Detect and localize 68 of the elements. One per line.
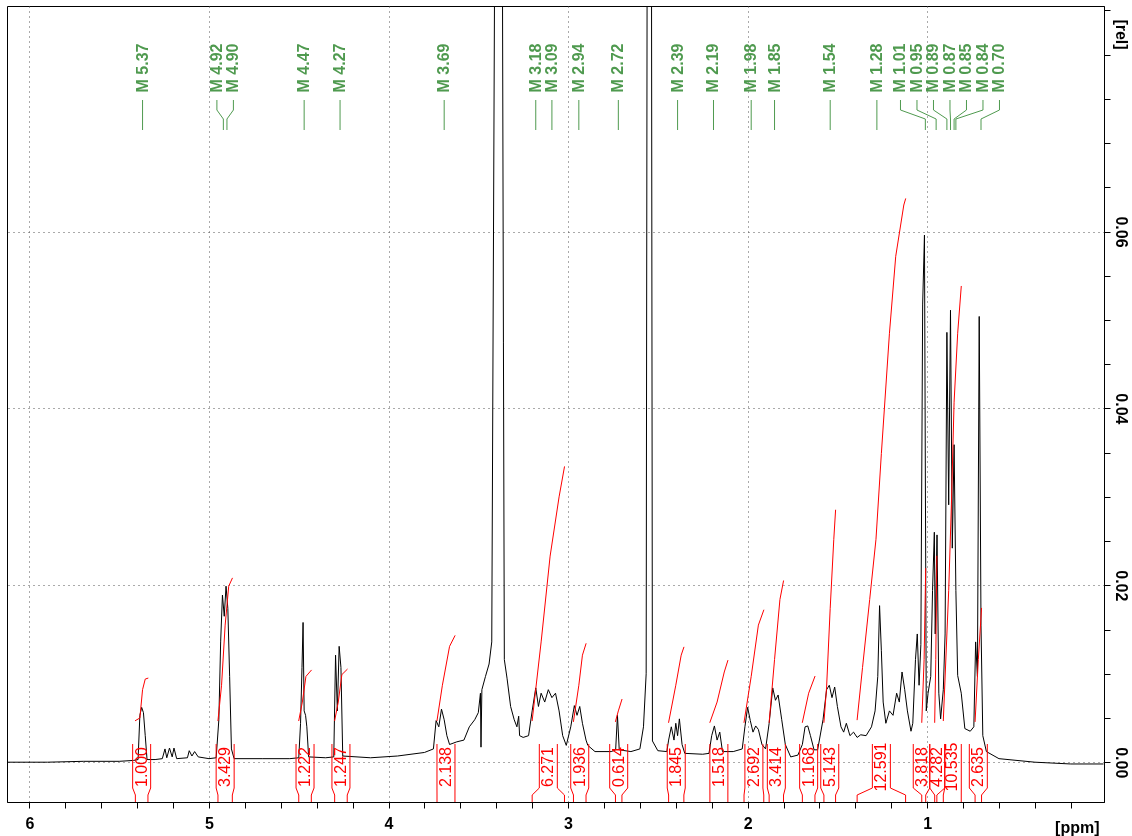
line-series bbox=[217, 577, 233, 722]
line-series bbox=[298, 669, 312, 722]
line-series bbox=[531, 466, 565, 722]
text: 10.535 bbox=[943, 742, 961, 792]
annotation: M 2.94 bbox=[569, 43, 587, 93]
x-tick-label: 4 bbox=[384, 814, 394, 832]
text: 2.635 bbox=[969, 746, 987, 788]
text: 3.414 bbox=[767, 746, 785, 788]
text: 12.591 bbox=[872, 742, 890, 792]
annotation: M 1.98 bbox=[742, 43, 760, 93]
annotation: M 2.19 bbox=[704, 43, 722, 93]
annotation: M 1.01 bbox=[891, 43, 909, 93]
x-tick-label: 5 bbox=[205, 814, 215, 832]
line-series bbox=[856, 198, 907, 721]
annotation: M 3.69 bbox=[435, 43, 453, 93]
annotation: M 5.37 bbox=[133, 43, 151, 93]
x-tick-label: 1 bbox=[923, 814, 933, 832]
line-series bbox=[668, 646, 685, 723]
annotation: M 0.89 bbox=[924, 43, 942, 93]
annotation: M 4.92 bbox=[207, 43, 225, 93]
text: 3.818 bbox=[913, 746, 931, 788]
text: 1.845 bbox=[667, 746, 685, 788]
annotation: M 4.90 bbox=[224, 43, 242, 93]
text: 1.518 bbox=[709, 746, 727, 788]
y-tick-label: 0.06 bbox=[1112, 216, 1130, 248]
line-series bbox=[942, 285, 962, 722]
y-tick-label: 0.02 bbox=[1112, 570, 1130, 602]
text: 2.138 bbox=[436, 746, 454, 788]
annotation: M 2.72 bbox=[609, 43, 627, 93]
line-series bbox=[436, 635, 456, 722]
y-axis-title: [rel] bbox=[1112, 19, 1130, 50]
text: 3.429 bbox=[216, 746, 234, 788]
x-tick-label: 3 bbox=[564, 814, 574, 832]
text: 1.168 bbox=[799, 746, 817, 788]
annotation: M 3.18 bbox=[526, 43, 544, 93]
y-tick-label: 0.04 bbox=[1112, 393, 1130, 425]
line-series bbox=[572, 643, 587, 723]
text: 1.222 bbox=[296, 746, 314, 788]
annotation: M 2.39 bbox=[668, 43, 686, 93]
annotation: M 0.95 bbox=[907, 43, 925, 93]
annotation: M 1.28 bbox=[867, 43, 885, 93]
text: 1.247 bbox=[331, 746, 349, 788]
annotation: M 4.27 bbox=[331, 43, 349, 93]
line-series bbox=[768, 580, 785, 723]
line-series bbox=[709, 659, 729, 723]
annotation: M 1.85 bbox=[765, 43, 783, 93]
text: 4.282 bbox=[928, 746, 946, 788]
annotation: M 1.54 bbox=[821, 43, 839, 93]
text: 6.271 bbox=[539, 746, 557, 788]
line-series bbox=[334, 668, 348, 722]
x-axis-title: [ppm] bbox=[1055, 818, 1100, 836]
x-tick-label: 6 bbox=[25, 814, 35, 832]
y-tick-label: 0.00 bbox=[1112, 747, 1130, 779]
annotation: M 0.87 bbox=[940, 43, 958, 93]
line-series bbox=[134, 677, 149, 722]
text: 5.143 bbox=[820, 746, 838, 788]
annotation: M 0.85 bbox=[957, 43, 975, 93]
annotation: M 0.84 bbox=[973, 43, 991, 93]
text: 0.614 bbox=[609, 746, 627, 788]
annotation: M 3.09 bbox=[543, 43, 561, 93]
annotation: M 4.47 bbox=[295, 43, 313, 93]
text: 1.936 bbox=[570, 746, 588, 788]
x-tick-label: 2 bbox=[743, 814, 753, 832]
line-series bbox=[743, 609, 765, 723]
text: 1.000 bbox=[132, 746, 150, 788]
annotation: M 0.70 bbox=[990, 43, 1008, 93]
text: 2.692 bbox=[744, 746, 762, 788]
line-series bbox=[823, 509, 837, 723]
